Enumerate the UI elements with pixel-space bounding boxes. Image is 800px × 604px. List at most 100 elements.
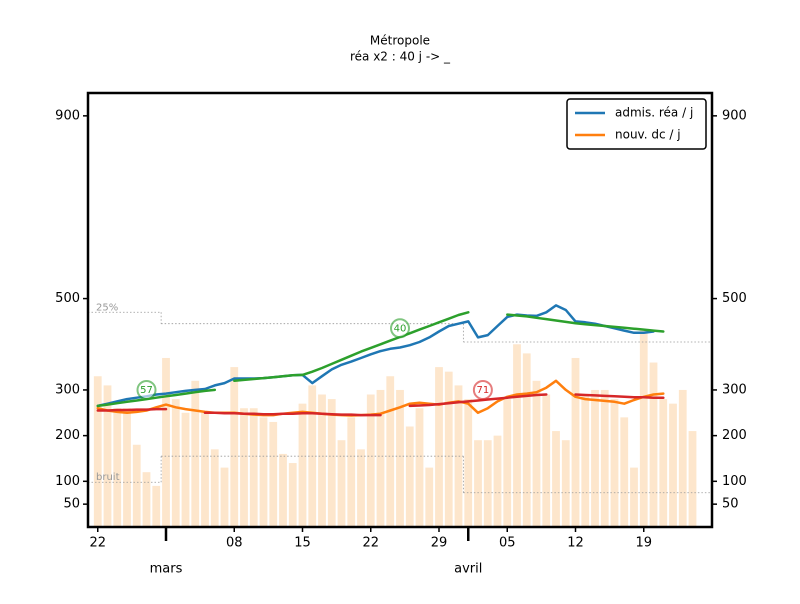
bar — [327, 399, 336, 527]
bar — [376, 389, 385, 527]
reference-label: bruit — [96, 472, 120, 483]
bar — [288, 463, 297, 527]
x-major-tick-label: avril — [454, 562, 482, 577]
bar — [532, 380, 541, 527]
x-tick-label: 08 — [226, 536, 243, 551]
bar — [162, 357, 170, 527]
bar — [454, 385, 463, 527]
x-tick-label: 15 — [294, 536, 311, 551]
y-tick-label: 50 — [63, 497, 80, 512]
bar — [152, 485, 161, 527]
plot-frame — [86, 91, 714, 529]
chart-title: Métropole — [370, 34, 430, 48]
y-tick-label: 200 — [55, 428, 80, 443]
y-tick-label: 500 — [55, 291, 80, 306]
bar — [620, 417, 629, 527]
bar — [522, 353, 531, 527]
bar — [357, 449, 365, 527]
line — [96, 311, 665, 408]
bar — [649, 362, 658, 527]
annotation-badge — [472, 379, 493, 400]
y-tick-label: 300 — [55, 382, 80, 397]
bar — [103, 385, 112, 527]
annotation: 40 — [394, 323, 407, 334]
x-tick-label: 29 — [431, 536, 448, 551]
bar — [630, 467, 638, 527]
bar — [347, 417, 356, 527]
y2-tick-label: 300 — [722, 382, 747, 397]
bar — [659, 399, 668, 527]
bar — [639, 330, 648, 527]
bar — [269, 421, 278, 527]
bar — [503, 399, 512, 527]
bar — [425, 467, 434, 527]
y2-tick-label: 100 — [722, 474, 747, 489]
x-major-tick-label: mars — [150, 562, 183, 577]
x-tick-label: 12 — [567, 536, 584, 551]
y-tick-label: 100 — [55, 474, 80, 489]
bar — [610, 399, 619, 527]
legend-label: admis. réa / j — [615, 106, 693, 120]
bar — [474, 440, 482, 527]
bar — [405, 426, 414, 527]
annotation-badge — [390, 318, 410, 339]
bar — [483, 440, 492, 527]
legend-box — [566, 98, 707, 150]
line — [96, 393, 665, 417]
bar — [298, 403, 307, 527]
x-tick-label: 22 — [89, 536, 106, 551]
bar — [210, 449, 219, 527]
bar — [132, 444, 141, 527]
y2-tick-label: 500 — [722, 291, 747, 306]
bar — [201, 412, 209, 527]
bar — [435, 367, 443, 527]
bar — [249, 408, 258, 527]
reference-label: 25% — [96, 302, 118, 313]
bar — [191, 380, 200, 527]
line — [96, 379, 665, 417]
bar — [386, 376, 395, 527]
legend: admis. réa / j nouv. dc / j — [566, 98, 707, 150]
bar — [600, 389, 609, 527]
bar — [259, 417, 268, 527]
bar — [240, 408, 248, 527]
y2-tick-label: 900 — [722, 108, 747, 123]
line — [96, 304, 655, 408]
bar — [230, 367, 239, 527]
y2-tick-label: 200 — [722, 428, 747, 443]
bar — [396, 389, 404, 527]
annotation: 57 — [140, 385, 153, 396]
bar — [542, 394, 551, 527]
bar — [279, 453, 287, 527]
chart-subtitle: réa x2 : 40 j -> _ — [350, 50, 451, 64]
bar — [444, 371, 453, 527]
x-tick-label: 19 — [635, 536, 652, 551]
bar — [366, 394, 375, 527]
y2-tick-label: 50 — [722, 497, 739, 512]
bar — [571, 357, 580, 527]
bar — [591, 389, 599, 527]
bar — [181, 412, 190, 527]
bar — [171, 399, 180, 527]
bar — [688, 431, 697, 527]
bar — [415, 408, 424, 527]
bar — [113, 408, 122, 527]
bar — [561, 440, 570, 527]
bar — [337, 440, 346, 527]
bar — [493, 435, 502, 527]
bar — [220, 467, 229, 527]
annotation-badge — [136, 379, 157, 400]
x-tick-label: 22 — [362, 536, 379, 551]
bar — [123, 408, 131, 527]
x-tick-label: 05 — [499, 536, 516, 551]
y-tick-label: 900 — [55, 108, 80, 123]
bar — [93, 376, 102, 527]
legend-label: nouv. dc / j — [615, 128, 681, 142]
bar — [552, 431, 560, 527]
annotation: 71 — [477, 385, 490, 396]
bar — [513, 344, 521, 527]
bar — [678, 389, 687, 527]
bar — [669, 403, 677, 527]
bar — [464, 399, 473, 527]
